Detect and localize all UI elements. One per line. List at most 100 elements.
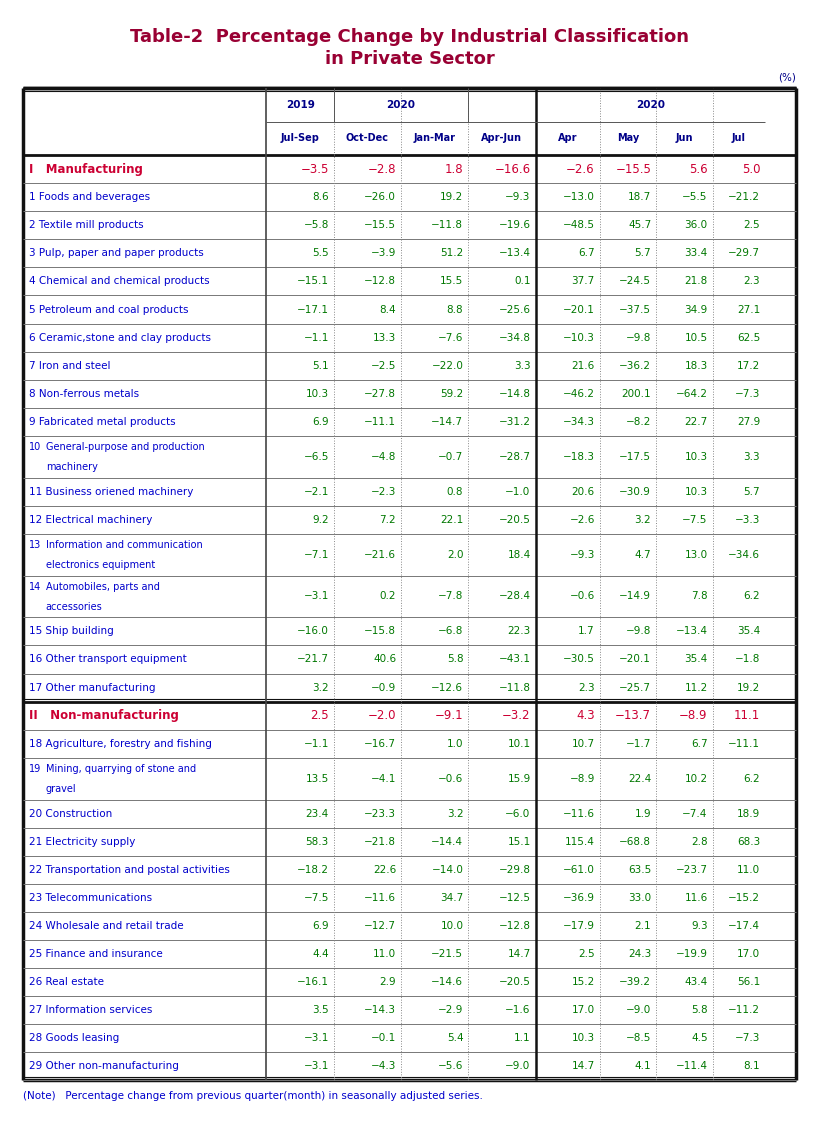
Text: −12.6: −12.6: [432, 683, 464, 693]
Text: −19.6: −19.6: [499, 220, 531, 231]
Text: −7.6: −7.6: [438, 333, 464, 343]
Text: 23.4: 23.4: [305, 809, 328, 819]
Text: 34.9: 34.9: [685, 305, 708, 315]
Text: 7 Iron and steel: 7 Iron and steel: [29, 361, 111, 370]
Text: accessories: accessories: [46, 602, 102, 612]
Text: 29 Other non-manufacturing: 29 Other non-manufacturing: [29, 1061, 179, 1071]
Text: I   Manufacturing: I Manufacturing: [29, 163, 143, 176]
Text: 4.1: 4.1: [635, 1061, 651, 1071]
Text: 10.7: 10.7: [572, 739, 595, 748]
Text: 59.2: 59.2: [440, 388, 464, 398]
Text: 0.8: 0.8: [447, 487, 464, 496]
Text: 3.3: 3.3: [744, 451, 760, 461]
Text: 13.5: 13.5: [305, 774, 328, 784]
Text: −34.6: −34.6: [728, 550, 760, 559]
Text: −7.3: −7.3: [735, 388, 760, 398]
Text: Mining, quarrying of stone and: Mining, quarrying of stone and: [46, 764, 196, 774]
Text: −12.8: −12.8: [364, 277, 396, 287]
Text: −29.8: −29.8: [499, 865, 531, 874]
Text: 6.7: 6.7: [691, 739, 708, 748]
Text: −17.4: −17.4: [728, 920, 760, 930]
Text: −4.3: −4.3: [371, 1061, 396, 1071]
Text: −9.1: −9.1: [435, 709, 464, 722]
Text: 36.0: 36.0: [685, 220, 708, 231]
Text: 5 Petroleum and coal products: 5 Petroleum and coal products: [29, 305, 188, 315]
Text: −20.1: −20.1: [619, 655, 651, 665]
Text: 19.2: 19.2: [440, 192, 464, 202]
Text: 27.1: 27.1: [737, 305, 760, 315]
Text: 10.2: 10.2: [685, 774, 708, 784]
Text: −0.6: −0.6: [438, 774, 464, 784]
Text: 2020: 2020: [387, 100, 415, 109]
Text: 2.5: 2.5: [578, 948, 595, 958]
Text: 21 Electricity supply: 21 Electricity supply: [29, 837, 135, 847]
Text: 0.2: 0.2: [379, 592, 396, 602]
Text: −18.2: −18.2: [296, 865, 328, 874]
Text: −5.5: −5.5: [682, 192, 708, 202]
Text: 11.1: 11.1: [734, 709, 760, 722]
Text: Information and communication: Information and communication: [46, 540, 202, 550]
Text: −2.3: −2.3: [371, 487, 396, 496]
Text: 10.5: 10.5: [685, 333, 708, 343]
Text: gravel: gravel: [46, 784, 76, 793]
Text: −36.9: −36.9: [563, 892, 595, 902]
Text: −0.6: −0.6: [569, 592, 595, 602]
Text: 6.2: 6.2: [744, 592, 760, 602]
Text: −14.0: −14.0: [432, 865, 464, 874]
Text: 6.7: 6.7: [578, 249, 595, 259]
Text: −0.9: −0.9: [371, 683, 396, 693]
Text: −8.9: −8.9: [569, 774, 595, 784]
Text: 5.5: 5.5: [312, 249, 328, 259]
Text: −4.8: −4.8: [371, 451, 396, 461]
Text: −2.8: −2.8: [368, 163, 396, 176]
Text: −18.3: −18.3: [563, 451, 595, 461]
Text: 56.1: 56.1: [737, 976, 760, 987]
Text: 5.1: 5.1: [312, 361, 328, 370]
Text: Apr-Jun: Apr-Jun: [482, 134, 523, 143]
Text: −2.5: −2.5: [371, 361, 396, 370]
Text: −6.8: −6.8: [438, 627, 464, 637]
Text: 1.0: 1.0: [447, 739, 464, 748]
Text: 10.3: 10.3: [685, 487, 708, 496]
Text: May: May: [617, 134, 639, 143]
Text: 37.7: 37.7: [572, 277, 595, 287]
Text: −1.8: −1.8: [735, 655, 760, 665]
Text: 17.0: 17.0: [737, 948, 760, 958]
Text: −21.7: −21.7: [296, 655, 328, 665]
Text: 24.3: 24.3: [628, 948, 651, 958]
Text: −11.8: −11.8: [432, 220, 464, 231]
Text: −14.8: −14.8: [499, 388, 531, 398]
Text: 9.3: 9.3: [691, 920, 708, 930]
Text: Jul-Sep: Jul-Sep: [281, 134, 319, 143]
Text: −30.9: −30.9: [619, 487, 651, 496]
Text: −17.9: −17.9: [563, 920, 595, 930]
Text: −25.6: −25.6: [499, 305, 531, 315]
Text: −11.4: −11.4: [676, 1061, 708, 1071]
Text: −15.5: −15.5: [615, 163, 651, 176]
Text: −48.5: −48.5: [563, 220, 595, 231]
Text: −7.5: −7.5: [304, 892, 328, 902]
Text: 10.3: 10.3: [685, 451, 708, 461]
Text: 3.5: 3.5: [312, 1005, 328, 1015]
Text: 8.4: 8.4: [379, 305, 396, 315]
Text: 8.6: 8.6: [312, 192, 328, 202]
Text: Table-2  Percentage Change by Industrial Classification: Table-2 Percentage Change by Industrial …: [130, 28, 689, 46]
Text: 15.2: 15.2: [572, 976, 595, 987]
Text: −9.0: −9.0: [505, 1061, 531, 1071]
Text: 16 Other transport equipment: 16 Other transport equipment: [29, 655, 187, 665]
Text: −17.1: −17.1: [296, 305, 328, 315]
Text: 33.0: 33.0: [628, 892, 651, 902]
Text: Jan-Mar: Jan-Mar: [414, 134, 455, 143]
Text: −36.2: −36.2: [619, 361, 651, 370]
Text: −13.7: −13.7: [615, 709, 651, 722]
Text: 17.2: 17.2: [737, 361, 760, 370]
Text: 2.5: 2.5: [744, 220, 760, 231]
Text: 22.7: 22.7: [685, 416, 708, 426]
Text: 21.8: 21.8: [685, 277, 708, 287]
Text: Automobiles, parts and: Automobiles, parts and: [46, 583, 160, 592]
Text: −68.8: −68.8: [619, 837, 651, 847]
Text: −2.6: −2.6: [566, 163, 595, 176]
Text: 18.7: 18.7: [628, 192, 651, 202]
Text: −46.2: −46.2: [563, 388, 595, 398]
Text: General-purpose and production: General-purpose and production: [46, 442, 205, 452]
